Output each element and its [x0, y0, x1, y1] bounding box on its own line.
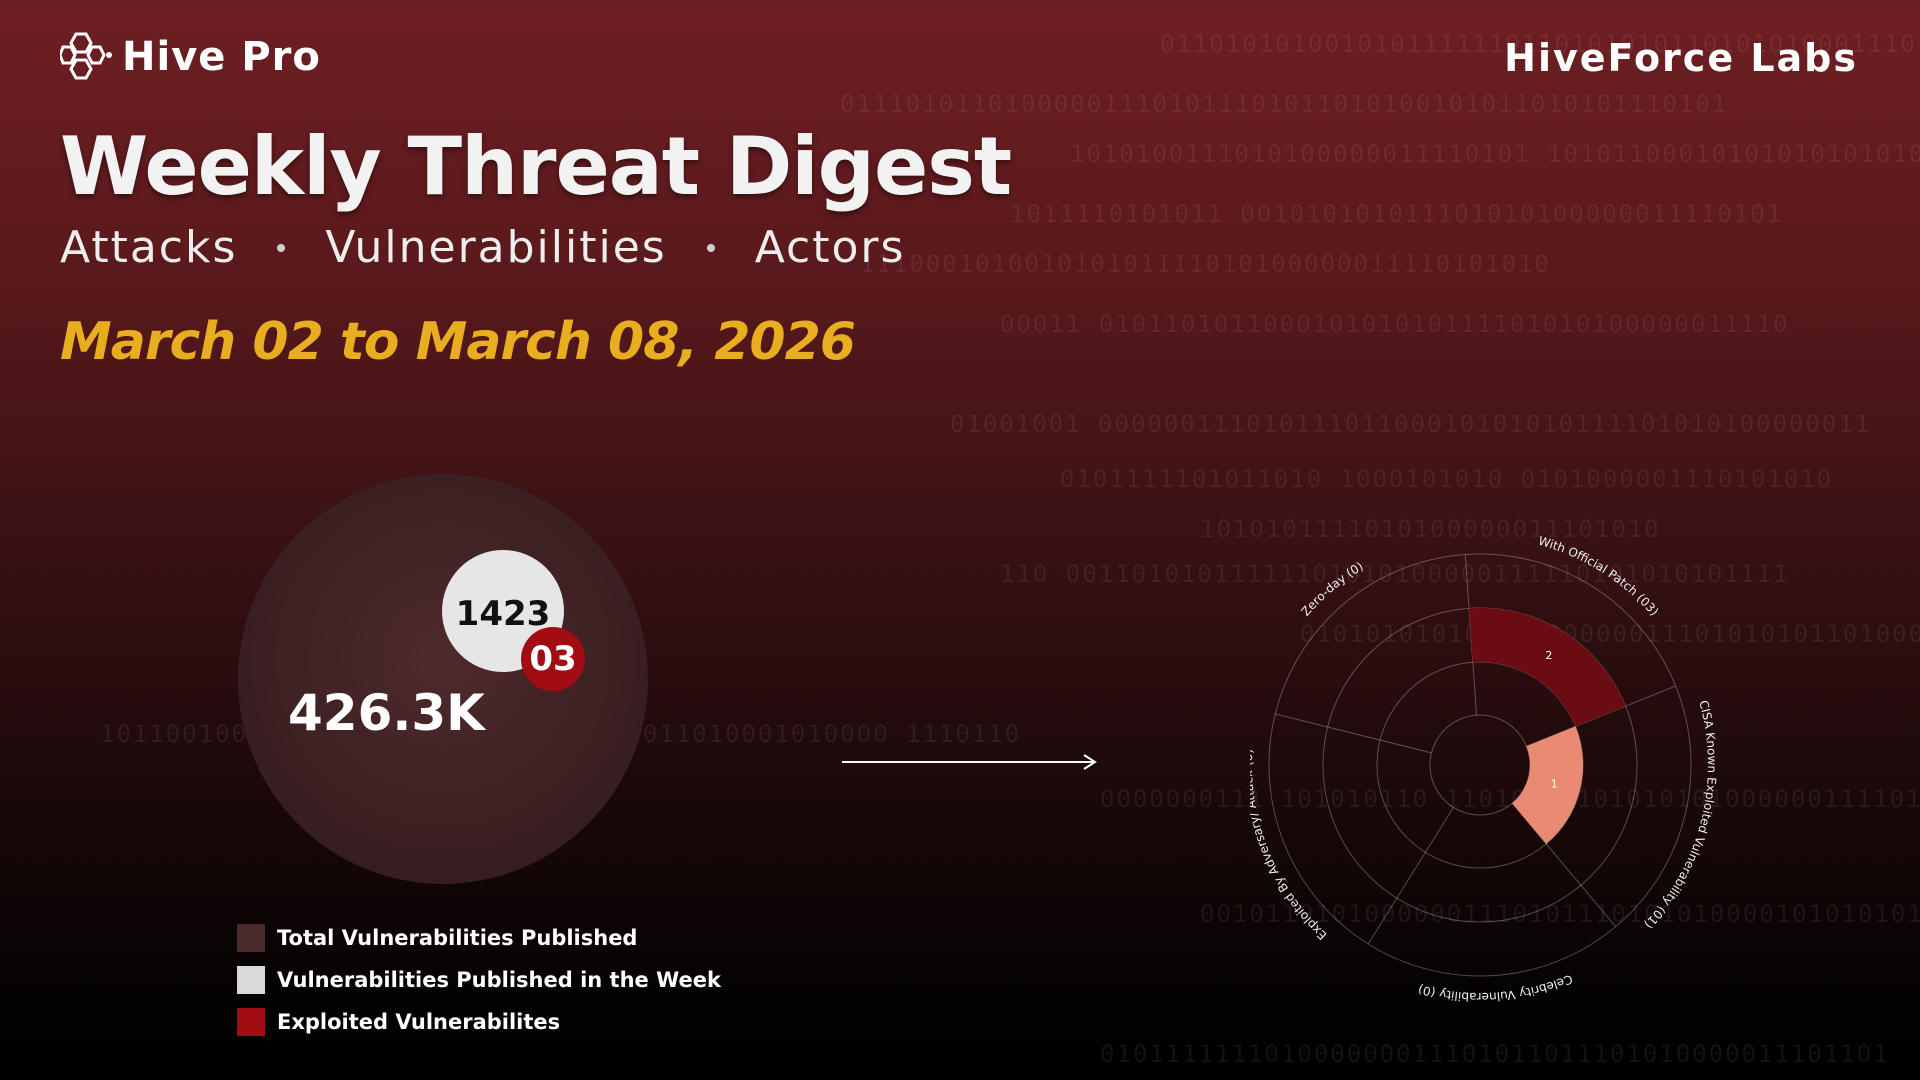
subtitle-actors: Actors: [754, 222, 906, 273]
polar-grid-spoke: [1511, 802, 1617, 927]
binary-line: 0111010110100000111010111010110101001010…: [840, 90, 1729, 118]
total-vulnerabilities-value: 426.3K: [288, 684, 485, 742]
polar-grid-spoke: [1526, 685, 1676, 747]
polar-grid-ring: [1429, 714, 1531, 816]
legend-item: Exploited Vulnerabilites: [237, 1001, 721, 1043]
arrow-right-icon: [842, 754, 1097, 770]
polar-bar-0: [1469, 608, 1626, 727]
polar-bar-1: [1512, 726, 1583, 844]
subtitle-vulnerabilities: Vulnerabilities: [325, 222, 667, 273]
polar-grid-ring: [1268, 553, 1692, 977]
page-title: Weekly Threat Digest: [60, 120, 1012, 213]
legend-label-week: Vulnerabilities Published in the Week: [277, 968, 721, 992]
legend-swatch-week: [237, 966, 265, 994]
legend-label-total: Total Vulnerabilities Published: [277, 926, 638, 950]
polar-category-label-text: Celebrity Vulnerability (0): [1417, 972, 1575, 1004]
bubble-legend: Total Vulnerabilities Published Vulnerab…: [237, 917, 721, 1043]
binary-line: 01001001 0000001110101110110001010101011…: [950, 410, 1872, 438]
polar-grid-spoke: [1275, 713, 1432, 754]
polar-category-label-text: With Official Patch (03): [1537, 534, 1662, 619]
polar-category-label: Zero-day (0): [1299, 559, 1366, 619]
subtitle-attacks: Attacks: [60, 222, 238, 273]
legend-item: Vulnerabilities Published in the Week: [237, 959, 721, 1001]
polar-data-label: 1: [1551, 778, 1558, 791]
polar-chart: 2 1 With Official Patch (03) CISA Known Exp…: [1250, 534, 1719, 1004]
separator-dot-icon: [277, 243, 286, 252]
polar-category-label: Celebrity Vulnerability (0): [1417, 972, 1575, 1004]
binary-line: 1011110101011 00101010101110101010000001…: [1010, 200, 1784, 228]
binary-line: 00011 0101101011000101010101111010101000…: [1000, 310, 1790, 338]
hive-pro-name: Hive Pro: [122, 34, 321, 80]
hexagon-cluster-icon: [60, 32, 112, 80]
polar-category-label-text: Exploited By Adversary/ Attack (0): [1250, 748, 1330, 942]
polar-grid-spoke: [1367, 807, 1454, 945]
hive-pro-logo: Hive Pro: [60, 30, 321, 84]
polar-category-label-text: CISA Known Exploited Vulnerability (01): [1641, 699, 1719, 932]
legend-swatch-exploited: [237, 1008, 265, 1036]
subtitle: Attacks Vulnerabilities Actors: [60, 222, 905, 273]
hiveforce-labs-logo: HiveForce Labs: [1504, 36, 1858, 80]
binary-line: 1010100111010100000011110101 10101100010…: [1070, 140, 1920, 168]
binary-line: 0101111101011010 1000101010 010100000111…: [1060, 465, 1834, 493]
polar-category-label-text: Zero-day (0): [1299, 559, 1366, 619]
legend-item: Total Vulnerabilities Published: [237, 917, 721, 959]
polar-category-label: With Official Patch (03): [1537, 534, 1662, 619]
binary-line: 1110001010010101011110101000000111101010…: [860, 250, 1551, 278]
legend-swatch-total: [237, 924, 265, 952]
polar-category-label: Exploited By Adversary/ Attack (0): [1250, 748, 1330, 942]
exploited-vulnerabilities-value: 03: [529, 639, 577, 679]
weekly-vulnerabilities-value: 1423: [455, 594, 551, 634]
polar-grid-spoke: [1464, 554, 1478, 716]
binary-line: 0101111111010000000111010110111010100000…: [1100, 1040, 1890, 1068]
polar-category-label: CISA Known Exploited Vulnerability (01): [1641, 699, 1719, 932]
polar-grid-ring: [1322, 607, 1638, 923]
total-vulnerabilities-bubble: 426.3K: [238, 474, 648, 884]
legend-label-exploited: Exploited Vulnerabilites: [277, 1010, 561, 1034]
separator-dot-icon: [706, 243, 715, 252]
date-range: March 02 to March 08, 2026: [60, 312, 856, 372]
polar-label-path: [1373, 949, 1614, 993]
polar-data-label: 2: [1545, 649, 1552, 662]
exploited-vulnerabilities-bubble: 03: [521, 627, 585, 691]
